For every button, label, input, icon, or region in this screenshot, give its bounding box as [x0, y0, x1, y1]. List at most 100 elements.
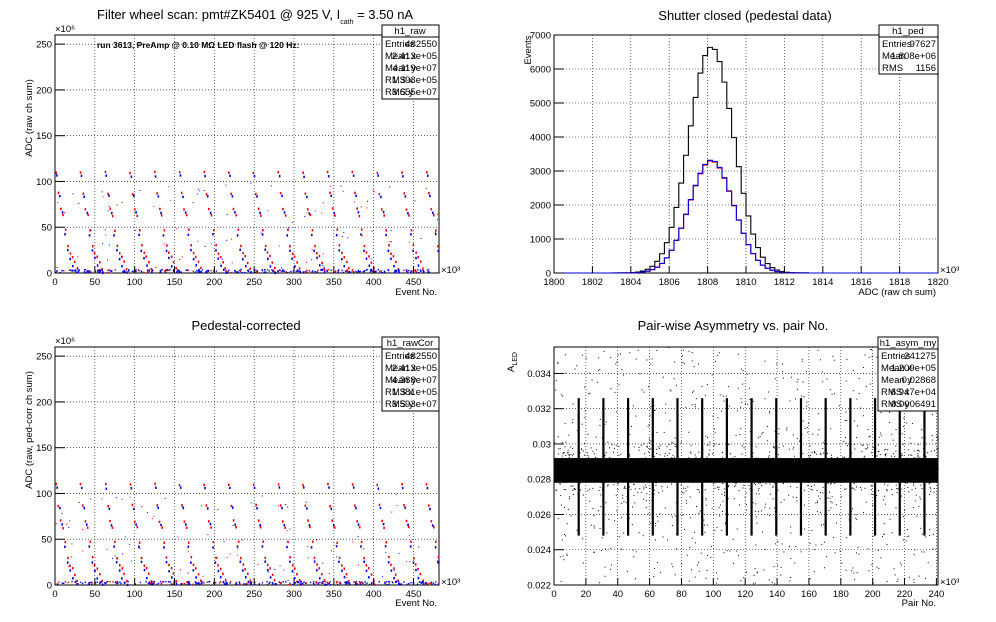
raw-point	[121, 202, 123, 204]
asym-point	[598, 357, 600, 359]
rawcor-point	[88, 583, 90, 585]
raw-point	[135, 211, 137, 214]
asym-y-tick-label: 0.03	[533, 439, 552, 450]
asym-point	[581, 476, 583, 478]
asym-point	[756, 469, 758, 471]
asym-point	[745, 477, 747, 479]
raw-point	[135, 268, 137, 271]
asym-point	[714, 360, 716, 362]
asym-point	[918, 450, 920, 452]
asym-point	[592, 508, 594, 510]
rawcor-point	[249, 581, 252, 584]
asym-point	[562, 478, 564, 480]
asym-point	[696, 489, 698, 491]
raw-point	[283, 211, 286, 214]
raw-point	[166, 269, 168, 272]
asym-point	[900, 453, 902, 455]
asym-point	[792, 496, 794, 498]
asym-point	[701, 386, 703, 388]
raw-point	[143, 251, 146, 254]
asym-point	[686, 475, 688, 477]
raw-point	[110, 211, 113, 215]
asym-point	[890, 455, 892, 457]
rawcor-x-tick-label: 450	[406, 589, 422, 600]
asym-point	[562, 453, 564, 455]
raw-point	[274, 266, 276, 270]
asym-point	[836, 471, 838, 473]
asym-point	[795, 545, 797, 547]
asym-point	[920, 527, 922, 529]
rawcor-point	[323, 579, 326, 582]
asym-point	[655, 525, 657, 527]
rawcor-x-tick-label: 0	[52, 589, 57, 600]
asym-point	[861, 461, 863, 463]
raw-point	[109, 207, 112, 210]
rawcor-point	[116, 580, 119, 583]
asym-point	[612, 478, 614, 480]
rawcor-point	[425, 583, 428, 585]
asym-point	[788, 494, 790, 496]
asym-point	[678, 478, 680, 480]
asym-point	[803, 396, 805, 398]
asym-point	[716, 572, 718, 574]
raw-point	[259, 211, 261, 215]
rawcor-point	[424, 582, 427, 584]
rawcor-point	[160, 582, 163, 585]
raw-point	[376, 171, 379, 175]
rawcor-point	[429, 507, 431, 511]
asym-point	[605, 502, 607, 504]
asym-point	[749, 458, 751, 460]
asym-point	[672, 474, 674, 476]
asym-point	[786, 465, 788, 467]
asym-point	[737, 387, 739, 389]
asym-point	[589, 372, 591, 374]
rawcor-point	[409, 561, 411, 563]
asym-point	[582, 562, 584, 564]
asym-point	[816, 502, 818, 504]
rawcor-point	[116, 557, 118, 560]
asym-point	[852, 370, 854, 372]
raw-point	[60, 207, 62, 211]
asym-point	[603, 350, 605, 352]
asym-point	[755, 484, 757, 486]
raw-point	[426, 174, 429, 177]
rawcor-point	[172, 583, 174, 585]
asym-point	[650, 363, 652, 365]
raw-point	[288, 271, 291, 274]
rawcor-point	[121, 577, 123, 580]
rawcor-point	[283, 523, 286, 527]
raw-point	[318, 264, 321, 267]
rawcor-point	[271, 581, 274, 585]
rawcor-point	[164, 497, 166, 499]
rawcor-point	[397, 579, 399, 582]
asym-point	[562, 395, 564, 397]
asym-point	[925, 455, 927, 457]
asym-point	[765, 460, 767, 462]
asym-point	[886, 581, 888, 583]
asym-point	[622, 374, 624, 376]
asym-point	[883, 479, 885, 481]
asym-point	[604, 423, 606, 425]
asym-point	[647, 386, 649, 388]
asym-point	[826, 452, 828, 454]
raw-point	[56, 270, 58, 272]
asym-point	[760, 485, 762, 487]
raw-point	[235, 214, 238, 217]
rawcor-point	[130, 487, 133, 490]
raw-point	[274, 271, 277, 275]
asym-point	[633, 480, 635, 482]
raw-point	[321, 261, 323, 265]
asym-point	[649, 487, 651, 489]
raw-point	[96, 269, 99, 272]
asym-point	[800, 551, 802, 553]
ped-x-tick-label: 1816	[851, 277, 872, 288]
asym-point	[914, 500, 916, 502]
asym-point	[828, 479, 830, 481]
rawcor-point	[204, 486, 206, 490]
rawcor-point	[87, 583, 90, 586]
asym-point	[796, 500, 798, 502]
asym-point	[674, 465, 676, 467]
asym-point	[790, 526, 792, 528]
asym-point	[556, 466, 558, 468]
asym-point	[910, 472, 912, 474]
